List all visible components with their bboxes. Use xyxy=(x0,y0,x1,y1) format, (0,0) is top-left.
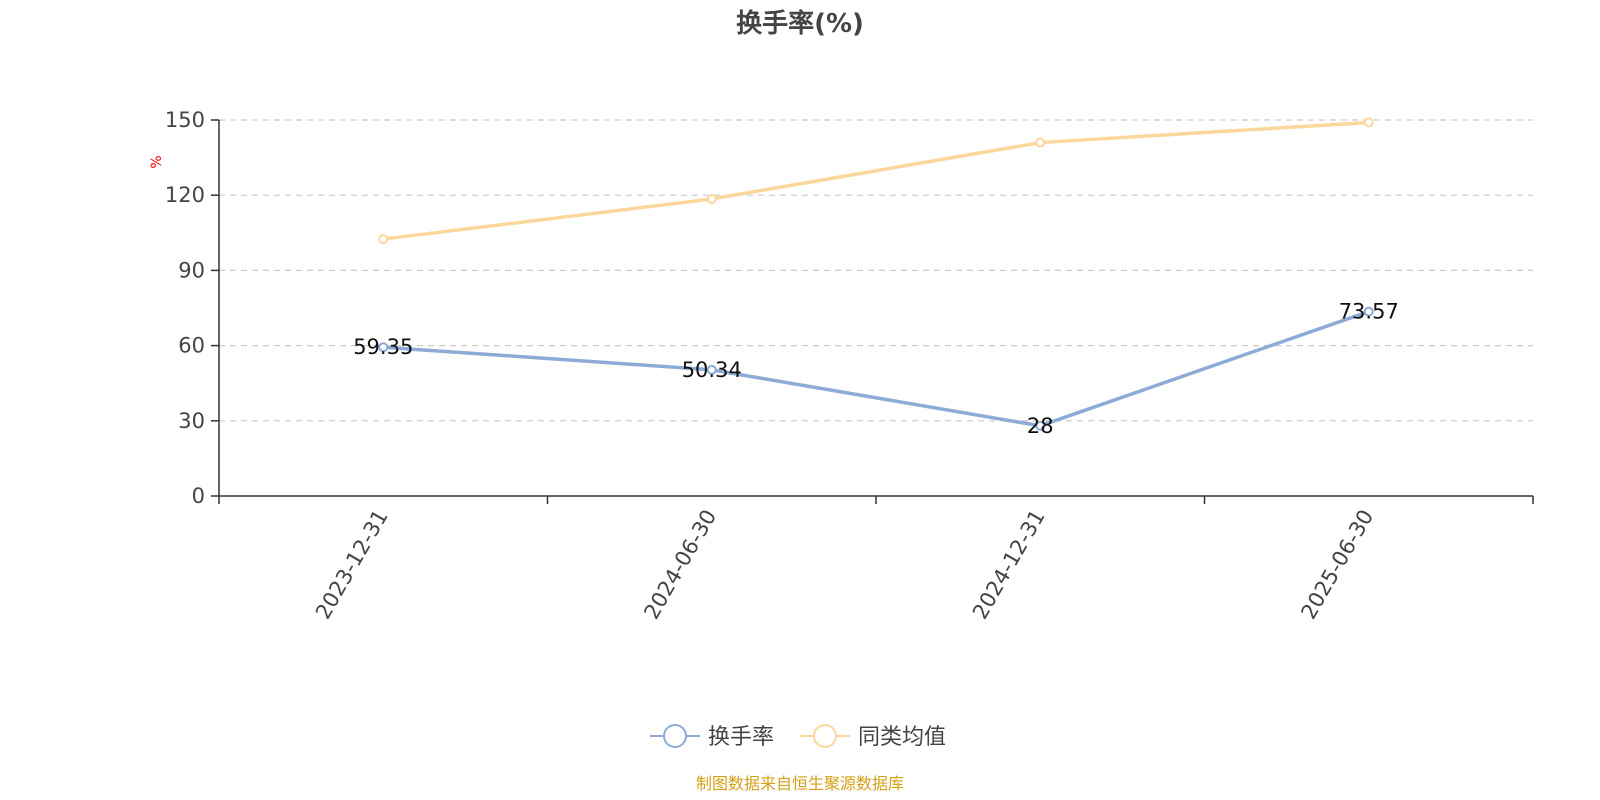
x-tick-label: 2025-06-30 xyxy=(1296,506,1378,624)
x-tick-label: 2024-12-31 xyxy=(968,506,1050,624)
y-tick-label: 30 xyxy=(178,409,205,433)
y-tick-label: 90 xyxy=(178,258,205,282)
data-labels: 59.35 50.34 28 73.57 xyxy=(353,300,1399,438)
y-tick-label: 60 xyxy=(178,334,205,358)
y-tick-label: 120 xyxy=(165,183,205,207)
data-label: 59.35 xyxy=(353,335,413,359)
series-layer xyxy=(378,117,1374,431)
series-point-0[interactable] xyxy=(1035,420,1046,431)
data-label: 28 xyxy=(1027,414,1054,438)
legend-label: 同类均值 xyxy=(858,725,946,750)
legend-circle-icon xyxy=(663,724,687,748)
series-point-0[interactable] xyxy=(706,364,717,375)
chart-title: 换手率(%) xyxy=(736,8,864,39)
y-tick-label: 0 xyxy=(192,484,205,508)
x-tick-label: 2024-06-30 xyxy=(639,506,721,624)
x-tick-label: 2023-12-31 xyxy=(311,506,393,624)
series-line-1 xyxy=(381,120,1371,241)
series-point-0[interactable] xyxy=(1363,306,1374,317)
legend[interactable]: 换手率 同类均值 xyxy=(650,724,946,750)
data-label: 50.34 xyxy=(682,358,742,382)
grid-lines xyxy=(219,119,1533,422)
y-tick-label: 150 xyxy=(165,108,205,132)
series-point-0[interactable] xyxy=(378,342,389,353)
legend-label: 换手率 xyxy=(708,725,774,750)
y-axis-unit-label: % xyxy=(149,155,165,168)
series-point-1[interactable] xyxy=(706,193,717,204)
series-point-1[interactable] xyxy=(1363,117,1374,128)
series-point-1[interactable] xyxy=(1035,137,1046,148)
legend-item-0[interactable]: 换手率 xyxy=(650,724,774,750)
data-label: 73.57 xyxy=(1339,300,1399,324)
series-point-1[interactable] xyxy=(378,234,389,245)
legend-circle-icon xyxy=(813,724,837,748)
series-line-0 xyxy=(381,309,1371,428)
data-source-note: 制图数据来自恒生聚源数据库 xyxy=(696,774,904,793)
legend-item-1[interactable]: 同类均值 xyxy=(800,724,946,750)
axes: 0 30 60 90 120 150 2023-12-31 2024-06-30 2024-12… xyxy=(165,108,1534,624)
